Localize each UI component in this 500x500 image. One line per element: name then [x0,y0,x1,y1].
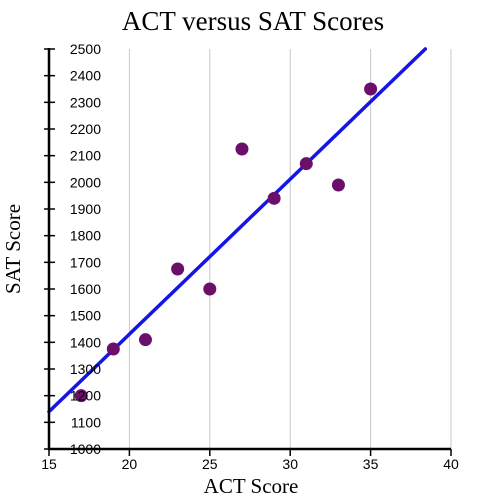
x-ticks: 15 20 25 30 35 40 [41,449,459,472]
x-tick-label: 30 [282,456,298,472]
y-tick-label: 1100 [71,414,101,430]
y-tick-label: 2300 [70,94,101,110]
data-point [106,342,120,356]
y-tick-label: 2000 [70,174,101,190]
x-tick-label: 15 [41,456,57,472]
chart-title: ACT versus SAT Scores [122,6,384,36]
x-tick-label: 40 [443,456,459,472]
y-tick-label: 1700 [70,254,101,270]
data-point [74,389,88,403]
y-tick-label: 1600 [70,281,101,297]
data-point [364,82,378,96]
data-point [171,262,185,276]
regression-line-segment [47,47,428,414]
x-tick-label: 20 [122,456,138,472]
y-tick-label: 1500 [70,308,101,324]
y-tick-label: 1000 [70,441,101,457]
x-tick-label: 25 [202,456,218,472]
y-tick-label: 2400 [70,68,101,84]
y-axis-title: SAT Score [1,204,25,294]
y-tick-label: 1900 [70,201,101,217]
axes [47,48,451,451]
y-tick-label: 1400 [70,334,101,350]
x-axis-title: ACT Score [204,474,299,498]
x-tick-label: 35 [363,456,379,472]
data-point [235,142,249,156]
data-point [203,282,217,296]
data-point [299,157,313,171]
y-tick-label: 1200 [70,388,101,404]
grid [128,49,452,449]
data-point [331,178,345,192]
y-tick-label: 2100 [70,148,101,164]
y-tick-label: 1800 [70,228,101,244]
regression-line [47,47,428,414]
y-tick-label: 2500 [70,41,101,57]
data-points [74,82,378,403]
y-ticks: 1000 1100 1200 1300 1400 1500 1600 1700 1800 1900… [44,41,101,457]
data-point [267,191,281,205]
y-tick-label: 2200 [70,121,101,137]
data-point [138,333,152,347]
y-tick-label: 1300 [70,361,101,377]
